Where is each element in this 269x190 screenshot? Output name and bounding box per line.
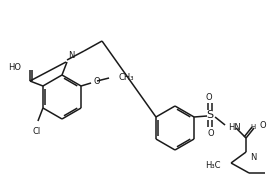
Text: H₃C: H₃C	[206, 161, 221, 169]
Text: O: O	[93, 78, 100, 86]
Text: Cl: Cl	[33, 127, 41, 136]
Text: HN: HN	[228, 123, 241, 131]
Text: O: O	[208, 128, 214, 138]
Text: HO: HO	[8, 63, 21, 73]
Text: S: S	[207, 110, 214, 120]
Text: N: N	[250, 153, 256, 162]
Text: O: O	[206, 93, 212, 101]
Text: CH₃: CH₃	[118, 73, 133, 82]
Text: N: N	[68, 51, 74, 60]
Text: H: H	[251, 124, 256, 130]
Text: O: O	[259, 120, 266, 130]
